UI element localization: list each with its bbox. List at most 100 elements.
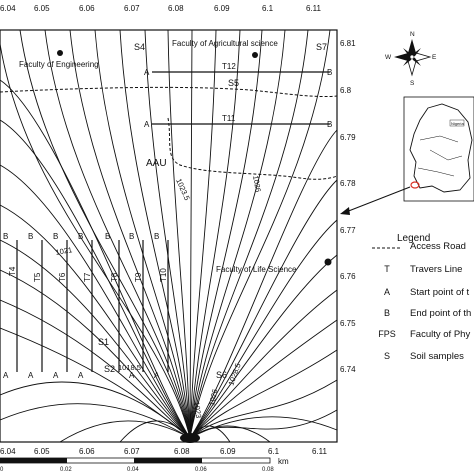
end-point-mark: B	[105, 232, 110, 241]
traverse-label: T11	[222, 114, 236, 123]
scale-tick: 0.04	[127, 467, 139, 473]
inset-boundaries	[417, 135, 463, 177]
traverse-label: T8	[110, 272, 119, 282]
contour-line	[189, 319, 338, 439]
contour-line	[189, 416, 338, 439]
traverse-label: T6	[58, 272, 67, 282]
legend-label: End point of th	[410, 308, 472, 319]
access-road-north	[0, 86, 338, 98]
right-tick: 6.77	[340, 226, 356, 235]
soil-sample-label: S2	[104, 364, 115, 374]
compass-n-label: N	[410, 31, 415, 38]
end-point-mark: B	[327, 120, 332, 129]
contour-label: 1021	[55, 245, 73, 257]
scale-tick: 0	[0, 467, 4, 473]
soil-sample-label: S4	[134, 42, 145, 52]
right-tick: 6.74	[340, 365, 356, 374]
legend-title: Legend	[397, 233, 431, 244]
start-point-mark: A	[53, 371, 59, 380]
top-tick: 6.04	[0, 4, 16, 13]
contour-label: 1026	[207, 388, 219, 406]
legend-symbol: B	[383, 308, 390, 318]
contour-line	[189, 29, 193, 439]
soil-sample-label: S6	[216, 370, 227, 380]
traverse-label: T9	[134, 272, 143, 282]
traverse-label: T7	[83, 272, 92, 282]
bottom-tick: 6.08	[174, 447, 190, 456]
legend-symbol: T	[384, 264, 390, 274]
start-point-mark: A	[144, 120, 150, 129]
locator-arrow-icon	[340, 186, 411, 215]
contour-line	[189, 179, 338, 439]
contour-line	[0, 204, 191, 439]
right-tick: 6.76	[340, 272, 356, 281]
contour-line	[59, 420, 191, 443]
legend-label: Start point of t	[410, 287, 470, 298]
contour-line	[119, 29, 191, 439]
access-road-campus	[167, 117, 338, 180]
contour-line	[44, 29, 191, 439]
start-point-mark: A	[144, 68, 150, 77]
start-point-mark: A	[129, 371, 135, 380]
top-tick: 6.06	[79, 4, 95, 13]
contour-line	[0, 239, 191, 439]
bottom-tick: 6.09	[220, 447, 236, 456]
legend-label: Travers Line	[410, 264, 463, 275]
contour-line	[189, 289, 338, 439]
top-tick: 6.08	[168, 4, 184, 13]
life-science-label: Faculty of Life Science	[216, 265, 297, 274]
contour-line	[189, 29, 263, 439]
contour-line	[0, 381, 191, 439]
engineering-label: Faculty of Engineering	[19, 60, 99, 69]
contour-line	[189, 29, 286, 439]
contour-line	[0, 269, 191, 439]
end-point-mark: B	[327, 68, 332, 77]
right-tick: 6.78	[340, 179, 356, 188]
end-point-mark: B	[28, 232, 33, 241]
contour-lines	[0, 29, 338, 443]
right-tick: 6.8	[340, 86, 352, 95]
contour-label: 1023	[192, 401, 203, 419]
contour-line	[189, 29, 241, 439]
top-tick: 6.1	[262, 4, 274, 13]
bottom-tick: 6.1	[268, 447, 280, 456]
scale-bar-segment	[0, 458, 67, 463]
end-point-mark: B	[3, 232, 8, 241]
top-tick: 6.11	[306, 4, 322, 13]
contour-line	[189, 219, 338, 439]
compass-rose-icon: N E S W	[385, 31, 437, 87]
bottom-tick: 6.07	[124, 447, 140, 456]
traverse-label: T12	[222, 62, 236, 71]
end-point-mark: B	[78, 232, 83, 241]
contour-label: 1018.5	[118, 363, 141, 372]
start-point-mark: A	[3, 371, 9, 380]
agricultural-label: Faculty of Agricultural science	[172, 39, 278, 48]
contour-line	[0, 403, 191, 439]
scale-bar: 0 0.02 0.04 0.06 0.08 km	[0, 457, 289, 473]
contour-line	[167, 29, 191, 439]
contour-line	[189, 379, 338, 439]
top-tick: 6.07	[124, 4, 140, 13]
right-tick: 6.81	[340, 39, 356, 48]
contour-line	[189, 129, 338, 439]
scale-tick: 0.02	[60, 467, 72, 473]
right-tick: 6.79	[340, 133, 356, 142]
contour-line	[0, 79, 191, 439]
scale-tick: 0.06	[195, 467, 207, 473]
compass-e-label: E	[432, 54, 437, 61]
contour-line	[0, 164, 191, 439]
inset-country-label: Nigeria	[451, 121, 464, 126]
top-tick: 6.09	[214, 4, 230, 13]
contour-line	[0, 43, 191, 439]
soil-sample-label: S7	[316, 42, 327, 52]
bottom-tick: 6.04	[0, 447, 16, 456]
contour-line	[189, 29, 309, 439]
contour-line	[69, 29, 191, 439]
start-point-mark: A	[154, 371, 160, 380]
traverse-lines-north	[152, 71, 330, 125]
contour-line	[189, 29, 217, 439]
traverse-lines-west	[16, 240, 169, 372]
right-tick: 6.75	[340, 319, 356, 328]
legend-symbol: S	[383, 351, 390, 361]
